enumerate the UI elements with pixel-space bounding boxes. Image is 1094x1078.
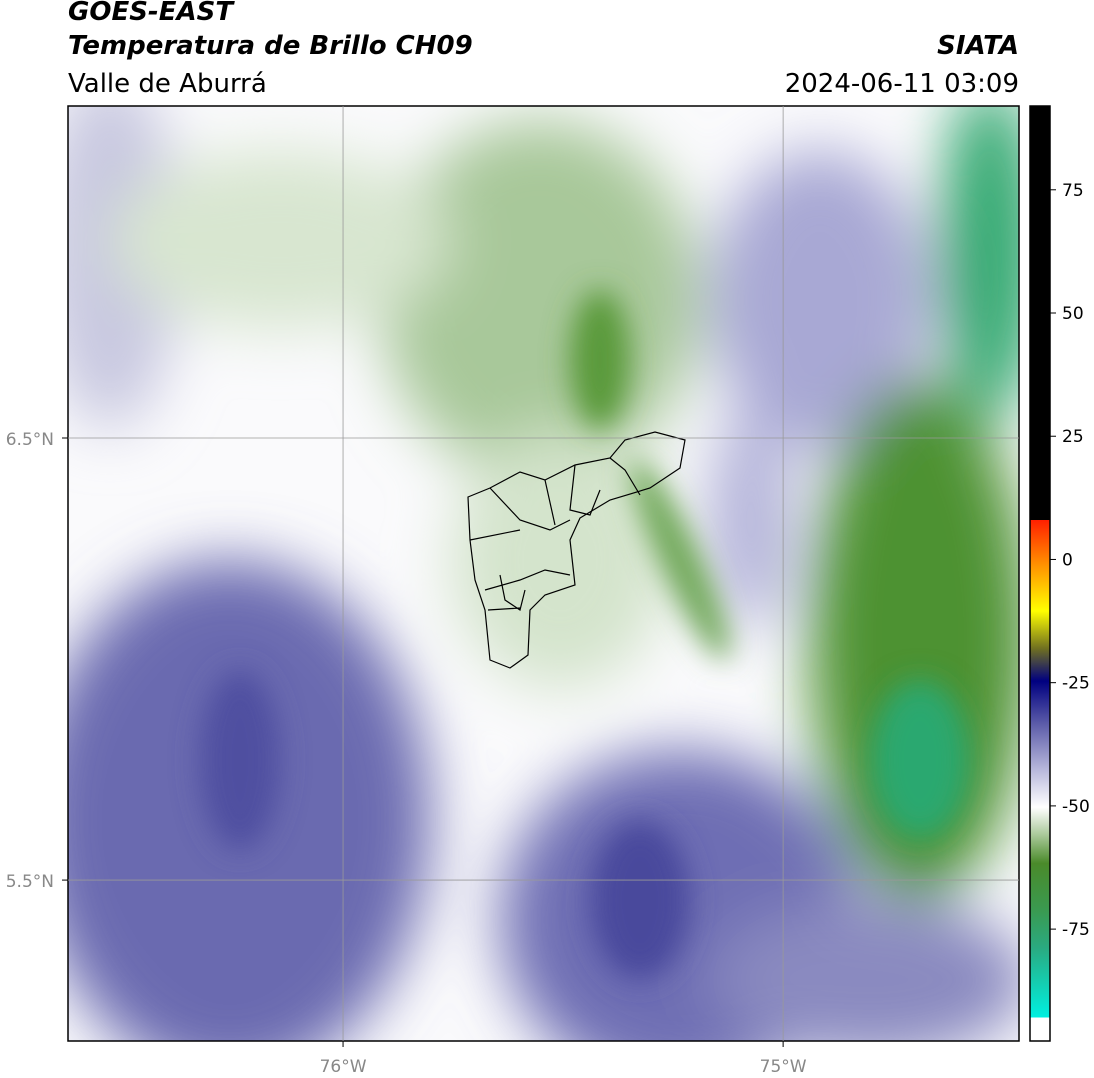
map-frame <box>67 105 1020 1042</box>
source: SIATA <box>937 31 1019 61</box>
brightness-field <box>68 106 1019 1041</box>
subtitle: Temperatura de Brillo CH09 <box>68 31 473 61</box>
y-tick-label: 5.5°N <box>6 872 54 892</box>
x-tick-label: 75°W <box>760 1057 807 1077</box>
datetime: 2024-06-11 03:09 <box>785 69 1019 99</box>
y-tick-label: 6.5°N <box>6 430 54 450</box>
colorbar <box>1029 105 1051 1042</box>
valley-boundaries <box>467 431 686 669</box>
x-tick-label: 76°W <box>320 1057 367 1077</box>
colorbar-tick-label: -50 <box>1062 797 1090 817</box>
colorbar-tick-label: -75 <box>1062 920 1090 940</box>
colorbar-tick-label: 0 <box>1062 550 1073 570</box>
colorbar-tick-label: 25 <box>1062 427 1084 447</box>
colorbar-tick-label: 50 <box>1062 304 1084 324</box>
colorbar-tick-label: 75 <box>1062 181 1084 201</box>
title: GOES-EAST <box>68 0 235 27</box>
region: Valle de Aburrá <box>68 69 267 99</box>
colorbar-tick-label: -25 <box>1062 674 1090 694</box>
